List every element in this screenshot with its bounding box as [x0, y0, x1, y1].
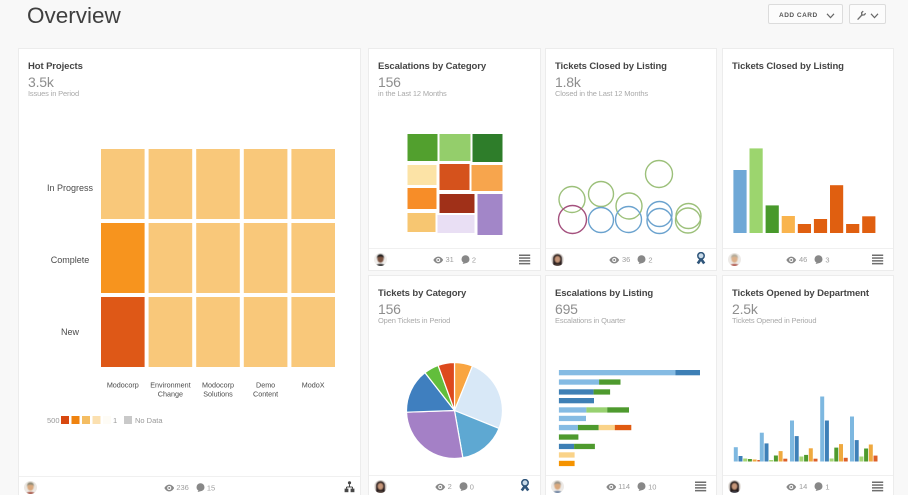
svg-text:Modocorp: Modocorp — [202, 381, 234, 390]
svg-text:No Data: No Data — [135, 416, 163, 425]
svg-text:Change: Change — [158, 390, 183, 399]
svg-text:Environment: Environment — [150, 381, 190, 390]
svg-text:In Progress: In Progress — [47, 183, 94, 193]
svg-text:New: New — [61, 327, 80, 337]
svg-text:Content: Content — [253, 390, 278, 399]
svg-text:ModoX: ModoX — [302, 381, 325, 390]
svg-text:Complete: Complete — [51, 255, 90, 265]
svg-text:Modocorp: Modocorp — [107, 381, 139, 390]
svg-text:1: 1 — [113, 416, 117, 425]
svg-text:Solutions: Solutions — [203, 390, 233, 399]
svg-text:500: 500 — [47, 416, 60, 425]
svg-text:Demo: Demo — [256, 381, 275, 390]
